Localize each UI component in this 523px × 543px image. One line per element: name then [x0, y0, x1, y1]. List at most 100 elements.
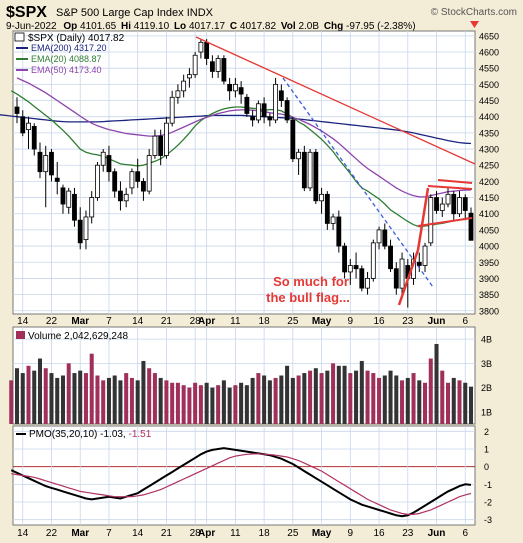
volume-bar	[405, 377, 410, 424]
volume-bar	[434, 343, 439, 424]
volume-bar	[89, 353, 94, 424]
volume-bar	[423, 382, 428, 424]
volume-bar	[83, 373, 88, 424]
candle-body	[20, 116, 26, 134]
volume-bar	[382, 375, 387, 424]
candle-body	[296, 151, 302, 160]
price-tick-label: 3900	[479, 274, 499, 284]
candle-body	[370, 242, 376, 279]
candle-body	[83, 216, 89, 241]
annotation-line1: So much for	[273, 274, 349, 289]
date-tick-label: 11	[230, 528, 241, 539]
volume-bar	[400, 380, 405, 424]
volume-bar	[308, 370, 313, 424]
legend-ema50: EMA(50) 4173.40	[31, 65, 102, 75]
price-tick-label: 4650	[479, 31, 499, 41]
volume-bar	[233, 385, 238, 424]
pmo-tick-label: -2	[484, 498, 492, 508]
candle-body	[129, 171, 135, 189]
date-tick-label: Jun	[428, 528, 446, 539]
price-tick-label: 4400	[479, 112, 499, 122]
candle-body	[135, 171, 141, 182]
pmo-lines	[10, 447, 472, 518]
volume-bar	[359, 360, 364, 424]
volume-bar	[296, 375, 301, 424]
date-tick-label: Apr	[198, 528, 215, 539]
volume-bar	[290, 377, 295, 424]
flagpole-line	[397, 249, 420, 306]
price-grid	[13, 31, 475, 314]
date-tick-label: 9	[348, 316, 354, 327]
volume-label: Volume 2,042,629,248	[28, 331, 129, 342]
price-panel	[12, 30, 476, 315]
candle-body	[451, 193, 457, 215]
volume-bar	[468, 386, 474, 424]
candle-body	[313, 151, 319, 202]
candle-body	[365, 278, 370, 289]
price-tick-label: 4350	[479, 128, 499, 138]
candle-body	[141, 180, 146, 192]
candle-body	[192, 54, 198, 76]
volume-bar	[394, 375, 399, 424]
price-tick-label: 4550	[479, 64, 499, 74]
date-tick-label: 21	[161, 528, 173, 539]
date-tick-label: May	[312, 316, 332, 327]
date-tick-label: 28	[190, 528, 202, 539]
volume-bar	[354, 370, 359, 424]
volume-bar	[463, 382, 468, 424]
volume-bar	[78, 370, 83, 424]
volume-bar	[55, 377, 60, 424]
pmo-grid	[13, 426, 475, 525]
legend-ema200: EMA(200) 4317.20	[31, 43, 107, 53]
ohlc-line: 9-Jun-2022 Op 4101.65 Hi 4119.10 Lo 4017…	[6, 21, 416, 32]
volume-bar	[129, 377, 134, 424]
date-tick-label: 22	[46, 316, 58, 327]
trendlines	[195, 36, 476, 306]
volume-bar	[106, 377, 111, 424]
candle-body	[284, 100, 290, 121]
date-tick-label: 23	[402, 528, 414, 539]
date-tick-label: May	[312, 528, 332, 539]
date-tick-label: 16	[373, 528, 385, 539]
volume-bar	[451, 377, 456, 424]
legend-ema20: EMA(20) 4088.87	[31, 54, 102, 64]
pmo-line	[10, 447, 472, 518]
candle-body	[382, 229, 388, 247]
candle-body	[445, 193, 451, 205]
date-tick-label: 14	[17, 316, 29, 327]
date-tick-label: 28	[190, 316, 202, 327]
volume-bar	[377, 377, 382, 424]
candle-body	[290, 119, 296, 160]
symbol-name: S&P 500 Large Cap Index INDX	[56, 7, 214, 19]
candle-body	[301, 151, 307, 189]
candle-body	[428, 197, 434, 244]
candle-legend-icon	[14, 32, 25, 42]
pmo-tick-label: 2	[484, 427, 489, 437]
date-tick-label: 22	[46, 528, 58, 539]
candle-body	[336, 216, 342, 247]
blue-dashed-trendline	[282, 77, 434, 288]
candle-body	[186, 74, 192, 79]
volume-bars	[9, 343, 474, 424]
volume-bar	[411, 373, 416, 424]
volume-bar	[60, 375, 65, 424]
candle-body	[100, 151, 106, 166]
candle-body	[215, 58, 221, 72]
date-tick-label: 16	[373, 316, 385, 327]
candle-body	[244, 96, 250, 114]
volume-bar	[279, 375, 284, 424]
resistance-trendline	[195, 36, 476, 165]
candle-body	[393, 268, 399, 289]
volume-bar	[72, 373, 77, 424]
volume-bar	[325, 370, 330, 424]
candle-body	[416, 261, 422, 266]
candle-body	[118, 190, 123, 202]
volume-bar	[250, 377, 255, 424]
pmo-signal-line	[11, 453, 472, 516]
candle-body	[26, 122, 31, 131]
candle-body	[54, 177, 60, 182]
volume-bar	[244, 385, 249, 424]
pmo-tick-label: -1	[484, 480, 492, 490]
volume-bar	[227, 387, 232, 424]
